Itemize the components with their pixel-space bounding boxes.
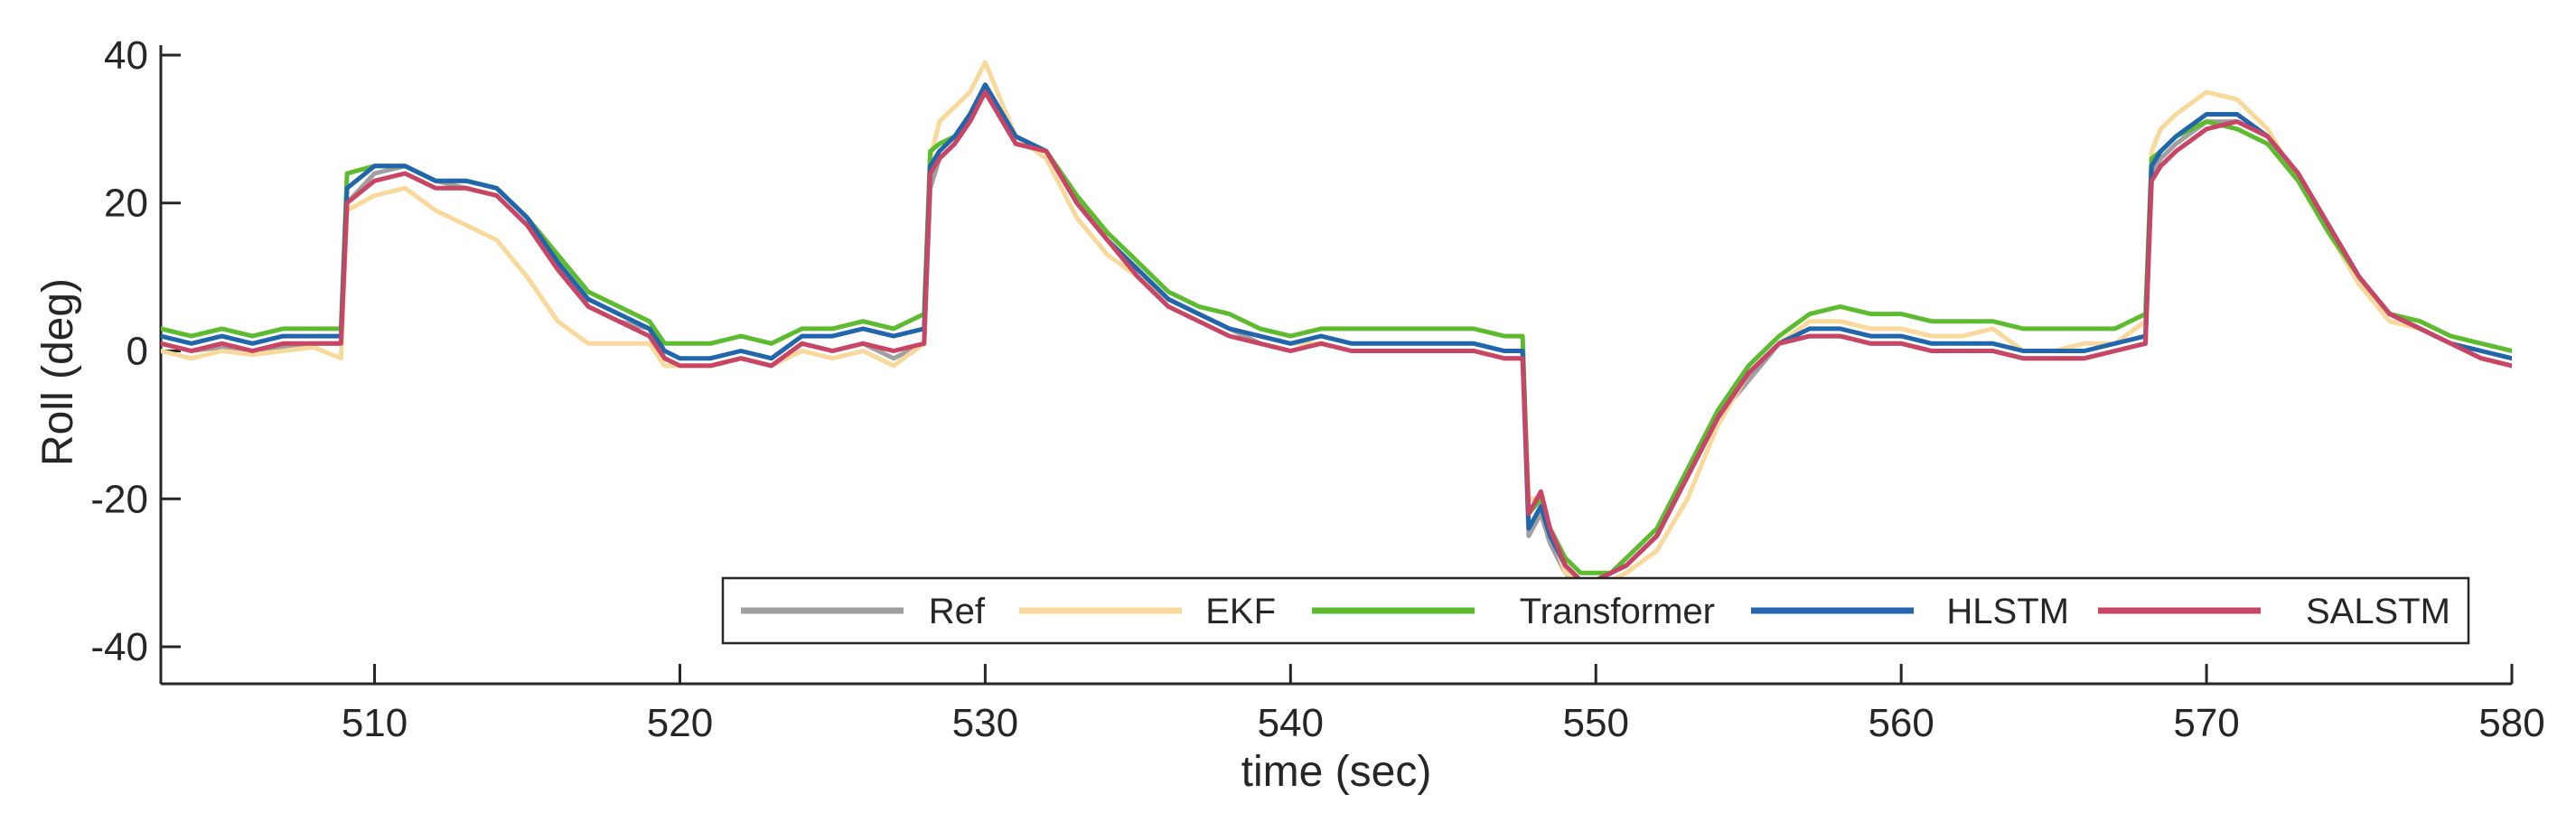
x-axis-title: time (sec) bbox=[1241, 748, 1432, 796]
legend-items: Ref EKF Transformer HLSTM SALSTM bbox=[741, 592, 2450, 631]
x-tick-label: 580 bbox=[2478, 701, 2544, 745]
series-line-hlstm bbox=[161, 82, 2512, 583]
legend-label-salstm: SALSTM bbox=[2306, 592, 2450, 631]
legend-label-ref: Ref bbox=[929, 592, 986, 631]
y-tick-label: 40 bbox=[104, 33, 148, 78]
x-tick-label: 560 bbox=[1868, 701, 1934, 745]
x-tick-label: 540 bbox=[1258, 701, 1324, 745]
legend-label-transformer: Transformer bbox=[1520, 592, 1715, 631]
plot-area bbox=[161, 60, 2512, 590]
series-line-ekf bbox=[161, 60, 2512, 583]
x-ticks: 510 520 530 540 550 560 570 580 bbox=[342, 664, 2545, 745]
y-axis-title: Roll (deg) bbox=[34, 278, 82, 466]
legend: Ref EKF Transformer HLSTM SALSTM bbox=[721, 576, 2470, 645]
y-ticks: 40 20 0 -20 -40 bbox=[90, 33, 181, 669]
x-tick-label: 520 bbox=[647, 701, 713, 745]
series-line-salstm bbox=[161, 89, 2512, 583]
legend-label-hlstm: HLSTM bbox=[1946, 592, 2069, 631]
x-tick-label: 550 bbox=[1563, 701, 1629, 745]
y-axis: 40 20 0 -20 -40 Roll (deg) bbox=[34, 33, 181, 684]
x-tick-label: 530 bbox=[952, 701, 1018, 745]
y-tick-label: -40 bbox=[90, 625, 148, 669]
x-axis: 510 520 530 540 550 560 570 580 time (sec) bbox=[161, 664, 2545, 796]
y-tick-label: 0 bbox=[126, 330, 148, 374]
legend-label-ekf: EKF bbox=[1205, 592, 1276, 631]
x-tick-label: 510 bbox=[342, 701, 407, 745]
series-line-transformer bbox=[161, 89, 2512, 575]
x-tick-label: 570 bbox=[2173, 701, 2239, 745]
y-tick-label: 20 bbox=[104, 182, 148, 226]
y-tick-label: -20 bbox=[90, 477, 148, 521]
